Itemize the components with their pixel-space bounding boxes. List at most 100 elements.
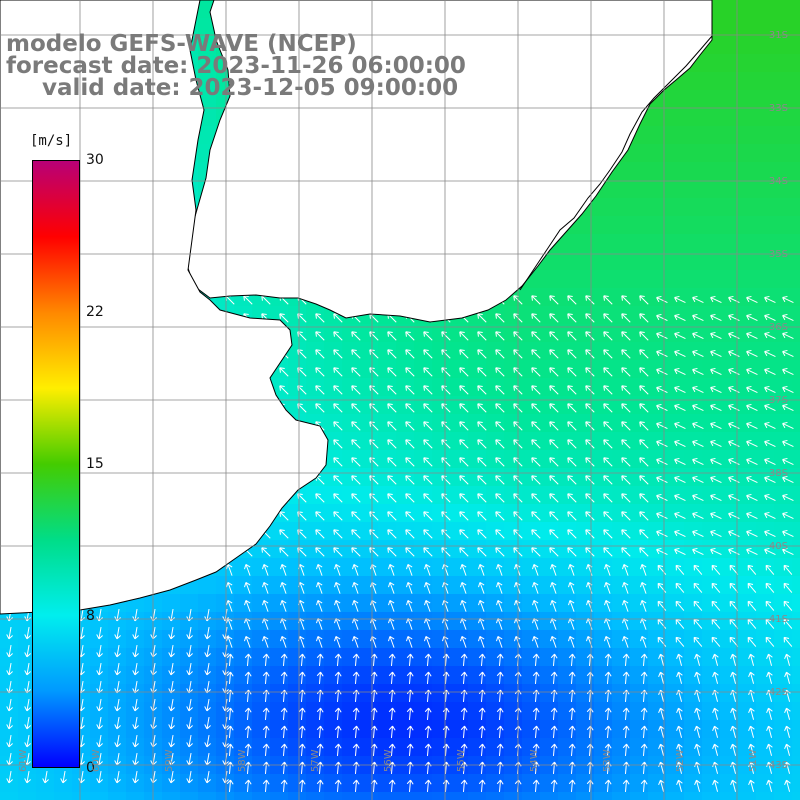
speed-cell xyxy=(576,432,595,451)
wind-arrow xyxy=(782,511,794,519)
wind-arrow xyxy=(532,779,540,793)
speed-cell xyxy=(90,720,109,739)
wind-arrow xyxy=(334,707,342,721)
speed-cell xyxy=(738,90,757,109)
speed-cell xyxy=(432,396,451,415)
wind-arrow xyxy=(531,349,541,359)
wind-arrow xyxy=(460,653,468,667)
speed-cell xyxy=(630,486,649,505)
wind-arrow xyxy=(568,779,576,793)
speed-cell xyxy=(648,234,667,253)
speed-cell xyxy=(720,144,739,163)
wind-arrow xyxy=(387,421,397,431)
speed-cell xyxy=(90,792,109,800)
speed-cell xyxy=(612,504,631,523)
speed-cell xyxy=(486,432,505,451)
wind-arrow xyxy=(604,581,611,594)
wind-arrow xyxy=(477,547,487,557)
wind-arrow xyxy=(746,295,758,303)
wind-arrow xyxy=(639,475,649,485)
speed-cell xyxy=(468,324,487,343)
speed-cell xyxy=(594,252,613,271)
wind-arrow xyxy=(186,627,193,640)
wind-arrow xyxy=(639,331,649,341)
speed-cell xyxy=(756,630,775,649)
wind-arrow xyxy=(441,421,451,431)
wind-arrow xyxy=(405,457,415,467)
speed-cell xyxy=(288,342,307,361)
wind-arrow xyxy=(675,582,685,593)
speed-cell xyxy=(594,522,613,541)
speed-cell xyxy=(324,342,343,361)
speed-cell xyxy=(558,792,577,800)
speed-cell xyxy=(216,630,235,649)
speed-cell xyxy=(378,630,397,649)
speed-cell xyxy=(666,792,685,800)
wind-arrow xyxy=(656,349,668,357)
speed-cell xyxy=(504,342,523,361)
wind-arrow xyxy=(748,725,755,738)
speed-cell xyxy=(774,108,793,127)
wind-arrow xyxy=(693,564,703,575)
wind-arrow xyxy=(746,385,758,393)
speed-cell xyxy=(432,792,451,800)
wind-arrow xyxy=(766,707,773,720)
wind-arrow xyxy=(567,493,577,503)
speed-cell xyxy=(720,612,739,631)
wind-arrow xyxy=(531,403,541,413)
wind-arrow xyxy=(333,385,343,395)
wind-arrow xyxy=(764,547,776,555)
speed-cell xyxy=(522,522,541,541)
speed-cell xyxy=(468,630,487,649)
wind-arrow xyxy=(316,653,324,667)
wind-arrow xyxy=(694,779,701,792)
wind-arrow xyxy=(603,349,613,359)
speed-cell xyxy=(324,360,343,379)
speed-cell xyxy=(90,630,109,649)
speed-cell xyxy=(792,396,800,415)
speed-cell xyxy=(306,342,325,361)
speed-cell xyxy=(792,468,800,487)
wind-arrow xyxy=(334,635,341,648)
wind-arrow xyxy=(674,403,686,411)
wind-arrow xyxy=(567,529,577,539)
wind-arrow xyxy=(746,331,758,339)
speed-cell xyxy=(576,540,595,559)
wind-arrow xyxy=(351,385,361,395)
speed-cell xyxy=(360,540,379,559)
wind-arrow xyxy=(604,725,612,739)
wind-arrow xyxy=(550,563,557,576)
wind-arrow xyxy=(96,771,103,784)
speed-cell xyxy=(432,522,451,541)
wind-arrow xyxy=(280,779,288,793)
speed-cell xyxy=(684,162,703,181)
wind-arrow xyxy=(477,331,487,341)
speed-cell xyxy=(396,540,415,559)
wind-arrow xyxy=(782,295,794,303)
speed-cell xyxy=(396,576,415,595)
wind-arrow xyxy=(728,547,740,555)
wind-arrow xyxy=(298,779,306,793)
speed-cell xyxy=(630,162,649,181)
wind-arrow xyxy=(621,421,631,431)
speed-cell xyxy=(594,576,613,595)
speed-cell xyxy=(432,576,451,595)
speed-cell xyxy=(648,558,667,577)
speed-cell xyxy=(702,108,721,127)
speed-cell xyxy=(198,756,217,775)
speed-cell xyxy=(648,576,667,595)
speed-cell xyxy=(630,504,649,523)
speed-cell xyxy=(126,702,145,721)
wind-arrow xyxy=(604,707,612,721)
speed-cell xyxy=(522,342,541,361)
speed-cell xyxy=(324,432,343,451)
wind-arrow xyxy=(423,511,433,521)
longitude-label: 57W xyxy=(310,749,321,772)
speed-cell xyxy=(450,540,469,559)
speed-cell xyxy=(234,576,253,595)
wind-arrow xyxy=(622,581,629,594)
speed-cell xyxy=(540,558,559,577)
wind-arrow xyxy=(711,600,721,611)
speed-cell xyxy=(792,162,800,181)
